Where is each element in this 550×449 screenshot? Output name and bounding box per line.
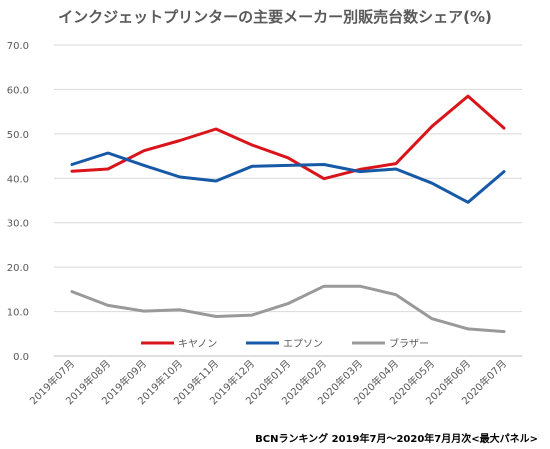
y-tick-label: 70.0 — [7, 41, 29, 52]
series-line-3 — [70, 284, 506, 334]
series-line-1 — [70, 94, 506, 181]
legend-label-1: キヤノン — [178, 339, 217, 350]
y-tick-label: 50.0 — [7, 130, 29, 141]
legend-label-3: ブラザー — [389, 337, 429, 350]
y-tick-label: 20.0 — [7, 263, 29, 274]
chart-title: インクジェットプリンターの主要メーカー別販売台数シェア(%) — [58, 8, 492, 26]
series-line-2 — [70, 151, 506, 204]
legend-label-2: エプソン — [283, 338, 323, 350]
y-tick-label: 30.0 — [7, 219, 29, 230]
chart-source-note: BCNランキング 2019年7月～2020年7月月次<最大パネル> — [255, 434, 538, 445]
y-tick-label: 60.0 — [7, 85, 29, 96]
y-tick-label: 10.0 — [7, 308, 29, 319]
y-tick-label: 0.0 — [13, 352, 29, 363]
y-tick-label: 40.0 — [7, 174, 29, 185]
